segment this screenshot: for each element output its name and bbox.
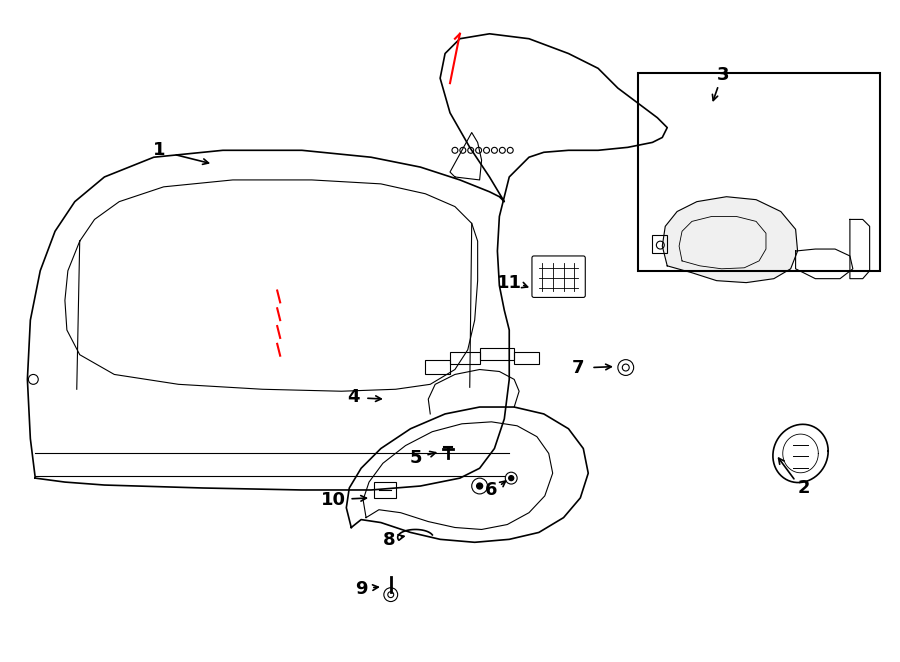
Bar: [450, 352, 480, 363]
Circle shape: [477, 483, 482, 489]
Polygon shape: [662, 197, 797, 283]
Bar: [426, 359, 450, 375]
Bar: [480, 348, 514, 359]
Text: 5: 5: [410, 449, 422, 467]
Text: 9: 9: [355, 580, 367, 598]
Bar: [374, 482, 396, 498]
Text: 1: 1: [152, 141, 165, 160]
Bar: [514, 352, 539, 363]
Bar: [652, 235, 667, 253]
Text: 8: 8: [382, 532, 395, 549]
Text: 3: 3: [717, 66, 730, 84]
Text: 11: 11: [497, 273, 522, 292]
Text: 2: 2: [797, 479, 810, 497]
Text: 10: 10: [321, 491, 346, 509]
Text: 7: 7: [572, 359, 585, 377]
Text: 6: 6: [485, 481, 498, 499]
Circle shape: [508, 476, 514, 481]
Bar: [637, 73, 879, 271]
Text: 4: 4: [347, 388, 359, 406]
